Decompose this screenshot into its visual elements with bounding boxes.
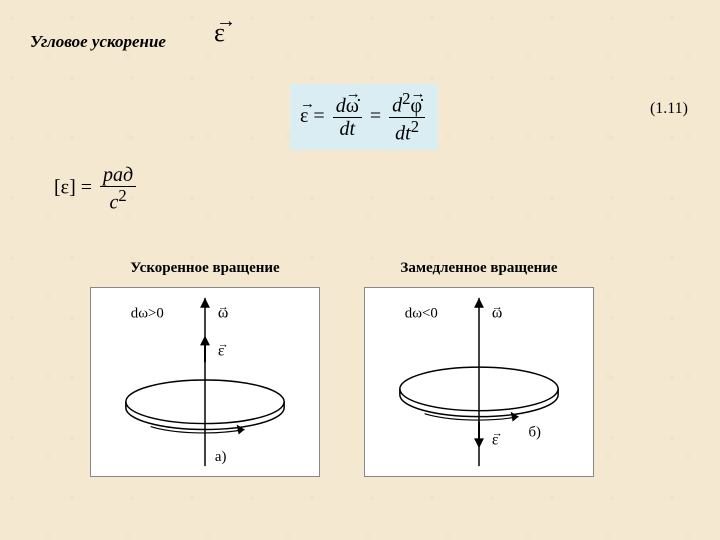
epsilon-arrow-head-icon	[474, 438, 484, 448]
units-fraction: рад c2	[100, 164, 136, 214]
vector-arrow-icon: →	[410, 86, 422, 103]
units-epsilon: ε	[61, 176, 69, 198]
eq-frac-1-num: d→ω̇	[333, 95, 362, 118]
units-equals: =	[81, 176, 92, 198]
rotation-arrow-head-icon	[237, 425, 245, 435]
page-heading: Угловое ускорение	[30, 32, 166, 52]
domega-label: dω>0	[131, 306, 164, 322]
units-expression: [ε] = рад c2	[54, 164, 139, 214]
vector-arrow-icon: →	[216, 10, 236, 33]
eq-sup-2a: 2	[402, 89, 410, 108]
epsilon-vector-symbol: → ε	[214, 18, 225, 48]
units-sup: 2	[118, 186, 126, 205]
eq-equals-2: =	[370, 105, 381, 127]
units-num: рад	[100, 164, 136, 187]
eq-frac-2-num: d2→φ̇	[389, 90, 425, 118]
panel-label: б)	[528, 424, 541, 440]
panel-label: а)	[215, 449, 227, 465]
diagram-right-svg: → ω → ε dω<0 б)	[364, 287, 594, 477]
eq-epsilon-vector: → ε	[300, 105, 308, 128]
omega-arrow-head-icon	[474, 298, 484, 308]
eq-phi-vector: →φ̇	[410, 95, 422, 117]
eq-dt-1: dt	[339, 118, 355, 140]
epsilon-label-text: ε	[492, 431, 499, 448]
equation-number: (1.11)	[650, 100, 688, 118]
diagram-right-title: Замедленное вращение	[400, 260, 557, 277]
diagram-left-title: Ускоренное вращение	[130, 260, 279, 277]
units-rad: рад	[103, 164, 133, 186]
eq-dt-2: dt	[395, 122, 411, 144]
eq-d-2: d	[392, 95, 402, 117]
omega-label-text: ω	[492, 305, 502, 322]
eq-equals-1: =	[313, 105, 324, 127]
eq-frac-2-den: dt2	[389, 118, 425, 145]
diagram-left-svg: → ω → ε dω>0 а)	[90, 287, 320, 477]
vector-arrow-icon: →	[346, 86, 359, 103]
epsilon-arrow-head-icon	[200, 335, 210, 345]
epsilon-label-text: ε	[218, 342, 225, 359]
main-equation-box: → ε = d→ω̇ dt = d2→φ̇ dt2	[290, 84, 438, 150]
units-rbracket: ]	[69, 176, 76, 198]
eq-d-1: d	[336, 95, 346, 117]
omega-arrow-head-icon	[200, 298, 210, 308]
eq-frac-1: d→ω̇ dt	[333, 95, 362, 140]
diagram-accelerated: Ускоренное вращение → ω → ε dω>0 а)	[90, 260, 320, 477]
diagram-decelerated: Замедленное вращение → ω → ε dω<0 б)	[364, 260, 594, 477]
eq-frac-1-den: dt	[333, 118, 362, 140]
eq-omega-vector: →ω̇	[346, 95, 359, 117]
units-lbracket: [	[54, 176, 61, 198]
eq-frac-2: d2→φ̇ dt2	[389, 90, 425, 144]
domega-label: dω<0	[405, 306, 438, 322]
vector-arrow-icon: →	[300, 96, 308, 113]
omega-label-text: ω	[218, 305, 228, 322]
diagrams-row: Ускоренное вращение → ω → ε dω>0 а) Заме…	[90, 260, 594, 477]
rotation-arrow-head-icon	[511, 412, 519, 422]
units-den: c2	[100, 187, 136, 214]
eq-sup-2b: 2	[411, 117, 419, 136]
